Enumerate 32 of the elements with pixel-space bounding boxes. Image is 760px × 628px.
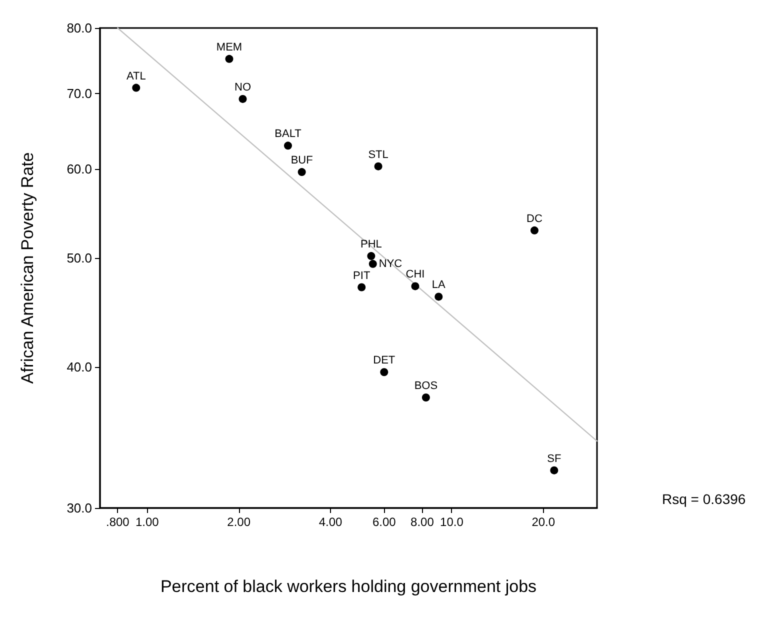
x-tick-label: 6.00 xyxy=(372,515,396,529)
x-axis-title: Percent of black workers holding government jobs xyxy=(160,577,537,596)
series-label: DC xyxy=(526,212,542,225)
y-tick-label: 50.0 xyxy=(66,250,92,266)
series-label: PHL xyxy=(360,238,382,251)
series-label: BALT xyxy=(274,128,302,140)
series-label: CHI xyxy=(406,268,425,281)
y-axis-title: African American Poverty Rate xyxy=(18,152,37,384)
y-tick-label: 70.0 xyxy=(66,86,92,101)
series-label: DET xyxy=(373,354,396,367)
y-tick-label: 60.0 xyxy=(66,161,92,176)
series-label: ATL xyxy=(126,70,146,82)
y-tick-label: 40.0 xyxy=(66,360,92,375)
x-tick-label: 4.00 xyxy=(318,515,343,529)
series-label: SF xyxy=(547,452,562,465)
x-tick-label: 20.0 xyxy=(532,515,556,529)
series-label: PIT xyxy=(353,270,370,282)
series-label: LA xyxy=(432,279,446,292)
series-label: MEM xyxy=(216,41,242,54)
x-tick-label: 2.00 xyxy=(227,515,251,529)
y-tick-label: 80.0 xyxy=(66,20,92,36)
series-label: NYC xyxy=(378,258,402,270)
y-tick-label: 30.0 xyxy=(66,500,92,516)
text: Rsq = 0.6396 xyxy=(662,491,746,507)
series-label: STL xyxy=(368,148,388,161)
x-tick-label: .800 xyxy=(106,515,130,529)
series-label: BUF xyxy=(290,154,314,167)
x-tick-label: 1.00 xyxy=(135,515,160,529)
series-label: NO xyxy=(234,81,252,94)
x-tick-label: 10.0 xyxy=(440,515,464,529)
x-tick-label: 8.00 xyxy=(410,515,434,529)
series-label: BOS xyxy=(414,380,438,392)
